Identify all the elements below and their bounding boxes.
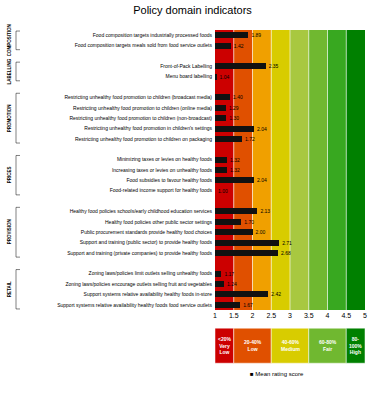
svg-text:1.00: 1.00: [218, 188, 228, 194]
svg-text:Restricting unhealthy food pro: Restricting unhealthy food promotion to …: [69, 115, 212, 121]
svg-text:Increasing taxes or levies on: Increasing taxes or levies on unhealthy …: [112, 167, 213, 173]
svg-text:Food composition targets indus: Food composition targets industrially pr…: [93, 32, 213, 38]
svg-text:2.13: 2.13: [260, 208, 270, 214]
svg-text:Support systems relative avail: Support systems relative availability he…: [84, 291, 213, 297]
svg-text:Food composition targets meals: Food composition targets meals sold from…: [75, 42, 213, 48]
svg-text:<20%VeryLow: <20%VeryLow: [218, 336, 231, 355]
svg-text:Food-related income support fo: Food-related income support for healthy …: [110, 187, 213, 193]
svg-text:1.24: 1.24: [227, 281, 237, 287]
svg-text:1.89: 1.89: [251, 32, 261, 38]
svg-text:Menu board labelling: Menu board labelling: [166, 73, 213, 79]
svg-text:2.68: 2.68: [281, 250, 291, 256]
svg-text:3: 3: [288, 312, 292, 319]
svg-text:PROVISION: PROVISION: [7, 219, 12, 244]
svg-text:1.32: 1.32: [230, 157, 240, 163]
svg-text:1.67: 1.67: [243, 302, 253, 308]
svg-text:80-100%High: 80-100%High: [349, 336, 362, 355]
svg-text:5: 5: [363, 312, 367, 319]
svg-text:1.17: 1.17: [224, 271, 234, 277]
svg-text:40-60%Medium: 40-60%Medium: [281, 339, 300, 352]
svg-text:1.04: 1.04: [220, 74, 230, 80]
svg-text:Zoning laws/policies encourage: Zoning laws/policies encourage outlets s…: [66, 281, 213, 287]
svg-text:2.04: 2.04: [257, 177, 267, 183]
svg-text:1.5: 1.5: [229, 312, 239, 319]
svg-text:2.5: 2.5: [266, 312, 276, 319]
svg-text:Healthy food policies other pu: Healthy food policies other public secto…: [105, 219, 213, 225]
svg-text:Support systems relative avail: Support systems relative availability he…: [57, 302, 212, 308]
svg-text:RETAIL: RETAIL: [7, 281, 12, 297]
svg-text:4.5: 4.5: [341, 312, 351, 319]
svg-text:COMPOSITION: COMPOSITION: [7, 24, 12, 56]
svg-text:PRICES: PRICES: [7, 166, 12, 183]
svg-text:Policy domain indicators: Policy domain indicators: [133, 4, 252, 16]
svg-text:1: 1: [213, 312, 217, 319]
svg-text:Healthy food policies schools/: Healthy food policies schools/early chil…: [70, 208, 213, 214]
svg-text:20-40%Low: 20-40%Low: [244, 339, 262, 352]
svg-text:1.72: 1.72: [245, 136, 255, 142]
svg-text:Minimizing taxes or levies on: Minimizing taxes or levies on healthy fo…: [117, 156, 213, 162]
svg-text:1.29: 1.29: [229, 105, 239, 111]
svg-text:■ Mean rating score: ■ Mean rating score: [250, 371, 304, 377]
svg-text:PROMOTION: PROMOTION: [7, 104, 12, 132]
svg-text:LABELLING: LABELLING: [7, 58, 12, 84]
svg-text:1.32: 1.32: [230, 167, 240, 173]
svg-text:2: 2: [251, 312, 255, 319]
svg-text:2.71: 2.71: [282, 240, 292, 246]
svg-text:Food subsidies to favour healt: Food subsidies to favour healthy foods: [126, 177, 212, 183]
svg-text:Front-of-Pack Labelling: Front-of-Pack Labelling: [160, 63, 212, 69]
svg-text:2.00: 2.00: [256, 229, 266, 235]
svg-text:1.30: 1.30: [229, 115, 239, 121]
svg-text:1.40: 1.40: [233, 94, 243, 100]
svg-text:2.35: 2.35: [269, 63, 279, 69]
svg-text:Public procurement standards p: Public procurement standards provide hea…: [81, 229, 213, 235]
svg-text:Restricting unhealthy food pro: Restricting unhealthy food promotion to …: [73, 105, 212, 111]
svg-text:Restricting unhealthy food pro: Restricting unhealthy food promotion to …: [64, 94, 212, 100]
svg-text:2.42: 2.42: [271, 291, 281, 297]
svg-text:60-80%Fair: 60-80%Fair: [319, 339, 337, 352]
svg-text:1.42: 1.42: [234, 43, 244, 49]
svg-text:4: 4: [326, 312, 330, 319]
svg-text:1.70: 1.70: [244, 219, 254, 225]
svg-text:Restricting unhealthy food pro: Restricting unhealthy food promotion in …: [84, 125, 212, 131]
svg-text:Support and training (private: Support and training (private companies)…: [67, 250, 212, 256]
svg-text:Support and training (public s: Support and training (public sector) to …: [80, 239, 213, 245]
svg-text:2.04: 2.04: [257, 126, 267, 132]
svg-text:Zoning laws/policies limit out: Zoning laws/policies limit outlets selli…: [89, 270, 213, 276]
svg-text:Restricting unhealthy food pro: Restricting unhealthy food promotion to …: [75, 136, 212, 142]
svg-text:3.5: 3.5: [304, 312, 314, 319]
